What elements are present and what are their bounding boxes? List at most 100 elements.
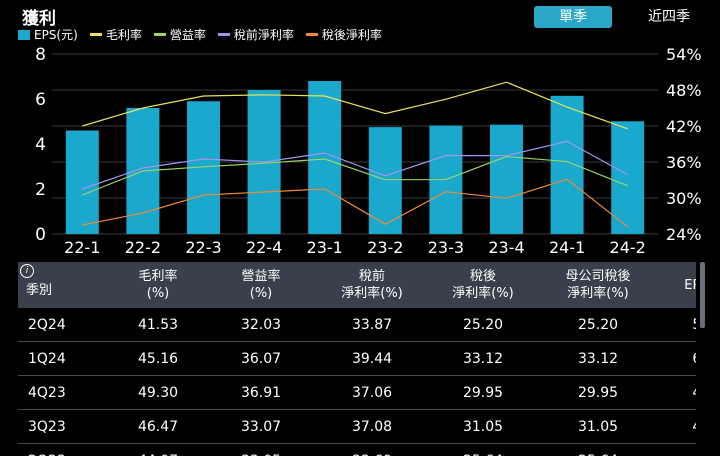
y-right-tick-label: 36%: [666, 153, 702, 172]
table-cell: 36.07: [208, 341, 314, 376]
x-tick-label: 23-2: [367, 238, 403, 257]
eps-bar: [611, 121, 645, 234]
series-line: [82, 155, 628, 196]
table-cell: 5.01: [660, 308, 696, 342]
table-cell: 25.64: [430, 443, 536, 456]
legend-item[interactable]: EPS(元): [18, 26, 78, 43]
table-cell: 1Q24: [18, 341, 108, 376]
header-line1: 稅前: [358, 269, 385, 284]
x-tick-label: 23-1: [307, 238, 343, 257]
header-line2: (%): [249, 286, 273, 301]
table-cell: 33.07: [208, 409, 314, 444]
table-header-row: i 季別 毛利率 (%) 營益率 (%) 稅前 淨利率(%) 稅後 淨利率(%) 母公司稅後 淨利率(…: [18, 262, 696, 308]
x-tick-label: 22-2: [125, 238, 161, 257]
profit-chart: 0 2 4 6 8 24% 30% 36% 42% 48% 54% 22-1 22-2 22-3 22-4 2…: [35, 45, 702, 257]
legend-item[interactable]: 營益率: [153, 26, 206, 43]
eps-bar: [550, 95, 584, 234]
table-cell: 45.16: [108, 341, 208, 376]
table-cell: 31.05: [430, 409, 536, 444]
chart-legend: EPS(元) 毛利率 營益率 稅前淨利率 稅後淨利率: [18, 26, 382, 43]
table-cell: 29.95: [430, 375, 536, 410]
table-header-cell: EPS(元): [660, 262, 696, 308]
table-header-cell: 稅前淨利率(%): [314, 262, 430, 308]
x-tick-label: 23-4: [488, 238, 524, 257]
table-cell: 33.87: [314, 308, 430, 342]
table-cell: 4Q23: [18, 375, 108, 410]
table-header-cell: 母公司稅後淨利率(%): [536, 262, 660, 308]
x-tick-label: 22-3: [185, 238, 221, 257]
legend-item[interactable]: 稅後淨利率: [305, 26, 382, 43]
x-tick-label: 24-2: [610, 238, 646, 257]
table-header-cell: 毛利率 (%): [108, 262, 208, 308]
legend-item[interactable]: 毛利率: [89, 26, 142, 43]
y-right-tick-label: 30%: [666, 189, 702, 208]
table-header-cell: 稅後淨利率(%): [430, 262, 536, 308]
y-right-tick-label: 42%: [666, 117, 702, 136]
header-line2: 淨利率(%): [452, 286, 514, 301]
table-cell: 4.86: [660, 375, 696, 410]
y-left-tick-label: 2: [35, 180, 46, 200]
table-cell: 25.20: [430, 308, 536, 342]
table-cell: 6.14: [660, 341, 696, 376]
info-icon[interactable]: i: [20, 264, 34, 278]
legend-swatch-icon: [89, 33, 102, 36]
table-cell: 3Q23: [18, 409, 108, 444]
header-line1: EPS(元): [684, 277, 696, 293]
x-tick-label: 22-1: [64, 238, 100, 257]
quarterly-toggle-button[interactable]: 單季: [534, 6, 612, 28]
series-line: [82, 178, 629, 228]
table-cell: 32.03: [208, 308, 314, 342]
legend-label: 稅前淨利率: [233, 28, 294, 42]
table-cell: 4.82: [660, 409, 696, 444]
y-left-tick-label: 0: [35, 225, 46, 245]
legend-swatch-icon: [153, 33, 166, 36]
legend-label: 稅後淨利率: [321, 28, 382, 42]
table-cell: 44.07: [108, 443, 208, 456]
header-line1: 稅後: [469, 269, 496, 284]
legend-item[interactable]: 稅前淨利率: [217, 26, 294, 43]
header-line2: 淨利率(%): [567, 286, 629, 301]
eps-bar: [490, 124, 523, 234]
header-line1: 季別: [26, 282, 53, 298]
header-line1: 毛利率: [138, 269, 178, 284]
table-cell: 4.75: [660, 443, 696, 456]
header-line1: 營益率: [241, 269, 281, 284]
eps-bar: [368, 127, 402, 234]
table-cell: 2Q23: [18, 443, 108, 456]
legend-swatch-icon: [217, 33, 230, 36]
x-tick-label: 24-1: [549, 238, 585, 257]
x-tick-label: 23-3: [428, 238, 464, 257]
table-cell: 25.64: [536, 443, 660, 456]
header-line2: (%): [146, 286, 170, 301]
table-cell: 29.95: [536, 375, 660, 410]
table-cell: 33.12: [536, 341, 660, 376]
series-line: [82, 81, 628, 130]
y-right-tick-label: 54%: [666, 45, 702, 64]
y-right-tick-label: 48%: [666, 81, 702, 100]
y-left-tick-label: 4: [35, 135, 46, 155]
legend-swatch-icon: [305, 33, 318, 36]
table-cell: 36.91: [208, 375, 314, 410]
header-line1: 母公司稅後: [565, 269, 631, 284]
table-cell: 31.05: [536, 409, 660, 444]
table-cell: 37.08: [314, 409, 430, 444]
profit-table-container: i 季別 毛利率 (%) 營益率 (%) 稅前 淨利率(%) 稅後 淨利率(%) 母公司稅後 淨利率(…: [18, 262, 696, 456]
table-cell: 39.44: [314, 341, 430, 376]
page-title: 獲利: [22, 9, 56, 29]
table-cell: 33.69: [314, 443, 430, 456]
header-line2: 淨利率(%): [341, 286, 403, 301]
table-scrollbar[interactable]: [700, 262, 705, 328]
y-left-tick-label: 8: [35, 45, 46, 65]
table-header-cell: i 季別: [18, 262, 108, 308]
four-quarters-toggle-button[interactable]: 近四季: [648, 9, 690, 25]
table-header-cell: 營益率 (%): [208, 262, 314, 308]
legend-swatch-icon: [18, 29, 30, 40]
table-cell: 46.47: [108, 409, 208, 444]
table-row: 2Q2344.0733.0533.6925.6425.644.75: [18, 443, 696, 456]
table-cell: 33.05: [208, 443, 314, 456]
legend-label: EPS(元): [34, 28, 78, 42]
y-right-tick-label: 24%: [666, 225, 702, 244]
